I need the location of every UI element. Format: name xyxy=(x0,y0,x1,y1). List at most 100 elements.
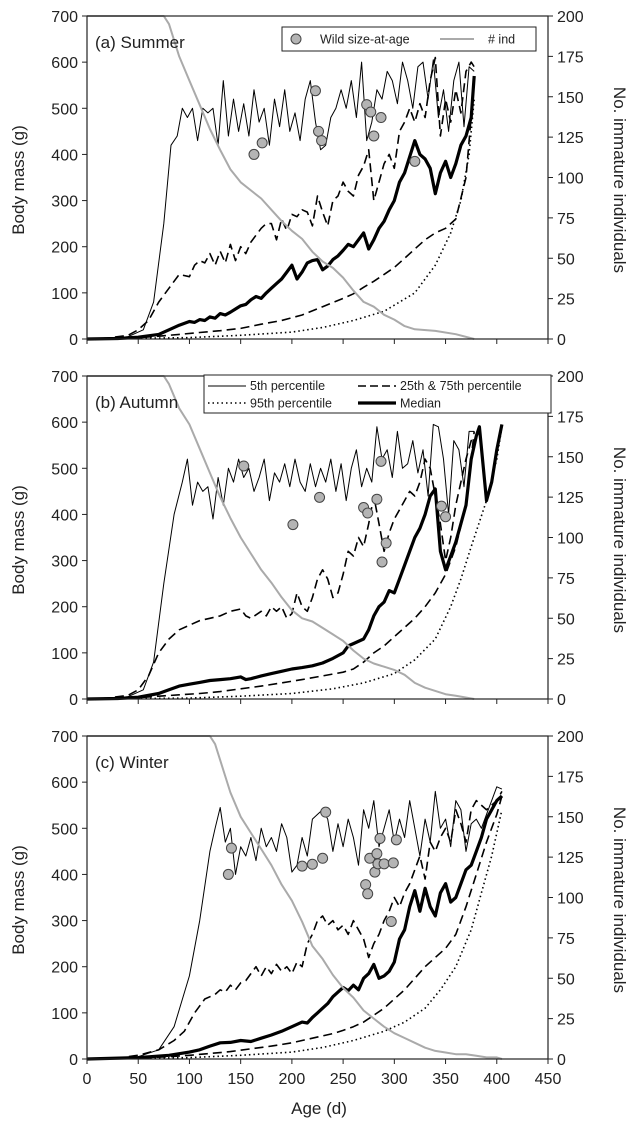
series-median xyxy=(86,794,503,1061)
series-ind xyxy=(87,15,475,340)
x-tick-label: 300 xyxy=(381,1071,408,1088)
wild-point xyxy=(375,112,387,124)
y-axis-label-right: No. immature individuals xyxy=(610,807,629,993)
x-tick-label: 100 xyxy=(176,1071,203,1088)
y2-tick-label: 175 xyxy=(557,49,584,66)
wild-point xyxy=(374,832,386,844)
y-tick-label: 0 xyxy=(69,692,78,709)
legend-b-frame xyxy=(203,374,552,414)
legend-b: 5th percentile 25th & 75th percentile 95… xyxy=(203,374,552,414)
y-tick-label: 700 xyxy=(51,369,78,386)
wild-point xyxy=(296,860,308,872)
series-5th-percentile xyxy=(86,786,503,1060)
y2-tick-label: 200 xyxy=(557,9,584,26)
y-axis-label-left: Body mass (g) xyxy=(9,845,28,955)
y2-tick-label: 0 xyxy=(557,332,566,349)
panel-label: (b) Autumn xyxy=(95,393,178,412)
y-tick-label: 100 xyxy=(51,286,78,303)
y-axis-label-left: Body mass (g) xyxy=(9,485,28,595)
wild-point xyxy=(362,888,374,900)
x-tick-label: 50 xyxy=(129,1071,147,1088)
y-tick-label: 0 xyxy=(69,332,78,349)
y2-tick-label: 200 xyxy=(557,729,584,746)
x-tick-label: 0 xyxy=(83,1071,92,1088)
y2-tick-label: 25 xyxy=(557,652,575,669)
wild-point xyxy=(385,915,397,927)
x-tick-label: 200 xyxy=(279,1071,306,1088)
wild-point xyxy=(314,491,326,503)
panel-1: 0 100 200 300 400 500 600 700 0 25 50 75 100 125 150 17… xyxy=(51,9,584,349)
y2-tick-label: 175 xyxy=(557,409,584,426)
y2-tick-label: 125 xyxy=(557,850,584,867)
wild-point xyxy=(435,500,447,512)
y-tick-label: 500 xyxy=(51,101,78,118)
wild-point xyxy=(238,460,250,472)
wild-point xyxy=(313,125,325,137)
y2-tick-label: 125 xyxy=(557,490,584,507)
x-tick-label: 450 xyxy=(535,1071,562,1088)
wild-point xyxy=(316,135,328,147)
y-tick-label: 600 xyxy=(51,775,78,792)
y-tick-label: 500 xyxy=(51,461,78,478)
y2-tick-label: 100 xyxy=(557,531,584,548)
panel-label: (a) Summer xyxy=(95,33,185,52)
series-95th-percentile xyxy=(86,809,503,1060)
y-tick-label: 300 xyxy=(51,914,78,931)
y2-tick-label: 50 xyxy=(557,611,575,628)
wild-point xyxy=(320,806,332,818)
y-tick-label: 300 xyxy=(51,554,78,571)
legend-a-frame xyxy=(281,26,537,52)
y-tick-label: 200 xyxy=(51,960,78,977)
wild-point xyxy=(306,858,318,870)
wild-point xyxy=(248,148,260,160)
y2-tick-label: 75 xyxy=(557,211,575,228)
y2-tick-label: 25 xyxy=(557,1012,575,1029)
wild-point xyxy=(225,842,237,854)
series-5th-percentile xyxy=(86,59,475,340)
x-tick-label: 350 xyxy=(432,1071,459,1088)
y-tick-label: 700 xyxy=(51,729,78,746)
y2-tick-label: 125 xyxy=(557,130,584,147)
y2-tick-label: 75 xyxy=(557,931,575,948)
wild-point xyxy=(222,868,234,880)
y-tick-label: 300 xyxy=(51,194,78,211)
legend-p25-75-label: 25th & 75th percentile xyxy=(400,379,522,393)
panel-3: 0100200300400500600700025507510012515017… xyxy=(51,729,584,1088)
y-axis-label-right: No. immature individuals xyxy=(610,447,629,633)
y-axis-label-right: No. immature individuals xyxy=(610,87,629,273)
panel-2: 0 100 200 300 400 500 600 700 0 25 50 75 100 125 150 17… xyxy=(51,369,584,709)
y-tick-label: 400 xyxy=(51,507,78,524)
series-median xyxy=(86,75,476,341)
series-95th-percentile xyxy=(86,99,475,340)
wild-point xyxy=(309,85,321,97)
wild-point xyxy=(371,493,383,505)
series-median xyxy=(86,424,504,701)
y2-tick-label: 50 xyxy=(557,971,575,988)
wild-marker-icon xyxy=(290,33,302,45)
y2-tick-label: 50 xyxy=(557,251,575,268)
y2-tick-label: 175 xyxy=(557,769,584,786)
y2-tick-label: 25 xyxy=(557,292,575,309)
y-tick-label: 200 xyxy=(51,240,78,257)
y2-tick-label: 200 xyxy=(557,369,584,386)
x-tick-label: 400 xyxy=(483,1071,510,1088)
wild-point xyxy=(365,106,377,118)
series-5th-percentile xyxy=(86,423,475,700)
wild-point xyxy=(378,858,390,870)
legend-p5-label: 5th percentile xyxy=(250,379,325,393)
series-25th-percentile xyxy=(86,431,475,700)
panel-label: (c) Winter xyxy=(95,753,169,772)
x-tick-label: 150 xyxy=(227,1071,254,1088)
wild-point xyxy=(387,857,399,869)
y2-tick-label: 0 xyxy=(557,692,566,709)
legend-wild-label: Wild size-at-age xyxy=(320,33,410,47)
wild-point xyxy=(256,137,268,149)
series-75th-percentile xyxy=(86,439,475,700)
series-75th-percentile xyxy=(86,791,503,1060)
y2-tick-label: 75 xyxy=(557,571,575,588)
series-25th-percentile xyxy=(86,795,503,1060)
y-tick-label: 500 xyxy=(51,821,78,838)
wild-point xyxy=(380,537,392,549)
x-axis-label: Age (d) xyxy=(291,1099,347,1118)
plot-frame xyxy=(86,375,549,700)
